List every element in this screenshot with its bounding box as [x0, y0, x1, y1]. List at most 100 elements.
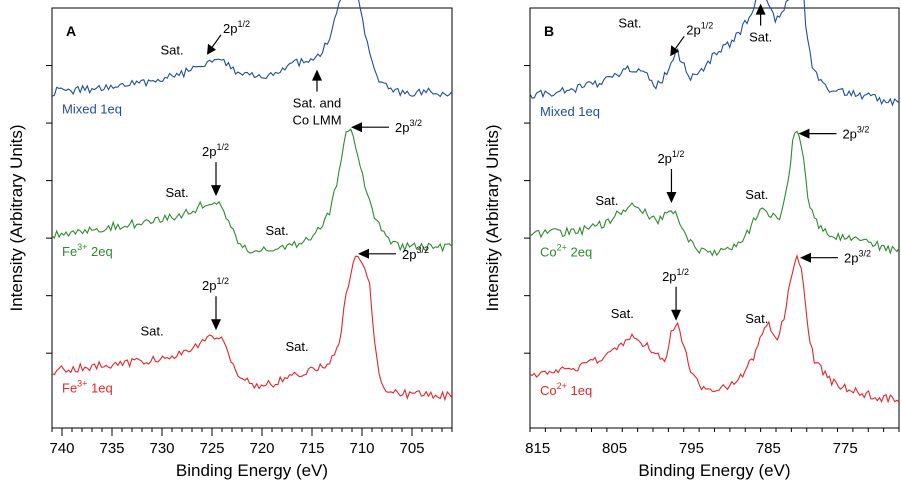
series-label-main: Mixed — [540, 104, 575, 119]
annotation-label: 2p1/2 — [657, 149, 684, 166]
annotation-label-main: 2p — [657, 151, 671, 166]
x-tick-label: 710 — [349, 440, 374, 457]
annotation-label-main: 2p — [223, 21, 237, 36]
panel-a: A 740 735 730 725 720 715 710 705 Binding Energy … — [7, 0, 453, 480]
annotation-arrowhead — [755, 3, 766, 15]
annotation-label-sup: 1/2 — [216, 276, 229, 286]
annotation-label: Sat. — [160, 43, 183, 58]
annotation-label: Sat. and — [293, 96, 341, 111]
series-line — [51, 255, 453, 402]
annotation-label: Sat. — [595, 193, 618, 208]
annotation-label-sup: 1/2 — [237, 19, 250, 29]
series-label-sup: 3+ — [77, 378, 87, 388]
x-tick-label: 785 — [756, 440, 781, 457]
series-label-main: Fe — [62, 244, 77, 259]
x-axis-title: Binding Energy (eV) — [176, 461, 328, 480]
x-tick-label: 720 — [249, 440, 274, 457]
x-tick-label: 740 — [49, 440, 74, 457]
annotation-arrowhead — [351, 122, 362, 133]
annotation-label-main: 2p — [844, 251, 858, 266]
plot-frame — [529, 7, 900, 429]
annotation-label-main: 2p — [842, 127, 856, 142]
series-label: Mixed 1eq — [540, 104, 600, 119]
series-label-sup: 2+ — [557, 381, 567, 391]
series-line — [51, 128, 453, 254]
series-line — [529, 253, 900, 404]
series-label-sup: 3+ — [77, 242, 87, 252]
plot-frame — [51, 7, 453, 429]
annotation-label: Sat. — [745, 187, 768, 202]
annotation-arrowhead — [211, 185, 221, 197]
y-axis-title: Intensity (Arbitrary Units) — [483, 124, 502, 311]
annotation-arrowhead — [358, 248, 369, 259]
annotation-label: 2p3/2 — [842, 125, 869, 142]
annotation-arrowhead — [671, 309, 682, 321]
series-line — [529, 130, 900, 257]
series-label: Fe3+ 2eq — [62, 242, 113, 259]
series-label-main: Fe — [62, 380, 77, 395]
annotation-label-main: 2p — [202, 144, 216, 159]
series-label: Co2+ 1eq — [540, 381, 592, 398]
annotation-arrowhead — [207, 43, 216, 55]
series-label-tail: 1eq — [575, 104, 600, 119]
annotation-arrowhead — [211, 319, 221, 331]
series-label: Mixed 1eq — [62, 102, 122, 117]
annotation-arrowhead — [670, 45, 680, 57]
annotation-arrowhead — [799, 252, 811, 263]
annotation-arrow — [210, 34, 222, 50]
annotation-arrow — [673, 35, 685, 51]
annotation-label: Sat. — [165, 185, 188, 200]
panel-b: B 815 805 795 785 775 Binding Energy (eV) Inten… — [483, 0, 900, 480]
series-label-main: Mixed — [62, 102, 97, 117]
x-tick-label: 705 — [399, 440, 424, 457]
annotation-arrowhead — [666, 192, 677, 203]
annotation-label: Sat. — [745, 311, 768, 326]
x-axis-title: Binding Energy (eV) — [638, 461, 790, 480]
annotation-label: 2p3/2 — [395, 118, 422, 135]
annotation-label-sup: 1/2 — [701, 20, 714, 30]
series-label: Fe3+ 1eq — [62, 378, 113, 395]
annotation-label: Sat. — [285, 339, 308, 354]
annotation-label: 2p3/2 — [844, 249, 871, 266]
panel-letter: B — [544, 23, 554, 39]
series-label-tail: 1eq — [567, 383, 592, 398]
annotation-label-sup: 3/2 — [416, 245, 429, 255]
annotation-label: Sat. — [611, 306, 634, 321]
annotation-label-main: 2p — [686, 22, 700, 37]
annotation-arrowhead — [798, 128, 810, 139]
annotation-label: 2p1/2 — [202, 142, 229, 159]
annotation-label-sup: 3/2 — [858, 249, 871, 259]
series-label-tail: 1eq — [97, 102, 122, 117]
x-tick-label: 775 — [833, 440, 858, 457]
series-label-sup: 2+ — [557, 243, 567, 253]
series-line — [51, 0, 453, 98]
annotation-label-sup: 1/2 — [677, 267, 690, 277]
x-tick-label: 805 — [602, 440, 627, 457]
annotation-label: Sat. — [265, 223, 288, 238]
series-label-tail: 2eq — [87, 244, 112, 259]
annotation-label-sup: 1/2 — [216, 142, 229, 152]
annotation-label-sup: 3/2 — [409, 118, 422, 128]
annotation-label: Sat. — [618, 15, 641, 30]
annotation-label: 2p1/2 — [202, 276, 229, 293]
y-axis-title: Intensity (Arbitrary Units) — [7, 124, 26, 311]
annotation-label: 2p3/2 — [402, 245, 429, 262]
annotation-label-sup: 1/2 — [672, 149, 685, 159]
x-tick-label: 730 — [149, 440, 174, 457]
annotation-label: 2p1/2 — [686, 20, 713, 37]
annotation-label-main: 2p — [202, 278, 216, 293]
annotation-label: Sat. — [140, 323, 163, 338]
series-label-tail: 1eq — [87, 380, 112, 395]
annotation-label: Sat. — [749, 30, 772, 45]
series-label: Co2+ 2eq — [540, 243, 592, 260]
annotation-label-main: 2p — [402, 247, 416, 262]
x-tick-label: 795 — [679, 440, 704, 457]
annotation-label-main: 2p — [662, 269, 676, 284]
annotation-label-main: 2p — [395, 120, 409, 135]
x-tick-label: 715 — [299, 440, 324, 457]
annotation-label: 2p1/2 — [223, 19, 250, 36]
x-tick-label: 735 — [99, 440, 124, 457]
series-label-tail: 2eq — [567, 245, 592, 260]
annotation-label-sup: 3/2 — [857, 125, 870, 135]
